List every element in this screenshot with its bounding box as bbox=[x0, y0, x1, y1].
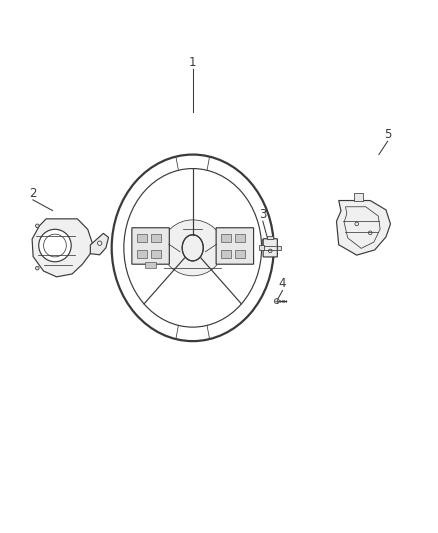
Bar bbox=[221, 250, 231, 257]
Circle shape bbox=[35, 224, 39, 228]
Bar bbox=[137, 235, 147, 242]
FancyBboxPatch shape bbox=[132, 228, 170, 264]
Bar bbox=[267, 236, 273, 239]
Circle shape bbox=[39, 229, 71, 262]
Bar bbox=[145, 262, 156, 268]
Circle shape bbox=[274, 298, 279, 304]
Bar bbox=[235, 250, 245, 257]
Text: 4: 4 bbox=[279, 278, 286, 290]
Bar bbox=[151, 250, 161, 257]
Bar bbox=[137, 250, 147, 257]
Bar bbox=[259, 245, 264, 251]
Bar bbox=[151, 235, 161, 242]
Polygon shape bbox=[32, 219, 93, 277]
Text: 2: 2 bbox=[29, 187, 37, 200]
Bar bbox=[277, 246, 281, 250]
Text: 5: 5 bbox=[384, 128, 391, 141]
Circle shape bbox=[35, 266, 39, 270]
Polygon shape bbox=[336, 200, 391, 255]
Text: 1: 1 bbox=[189, 56, 197, 69]
Bar bbox=[221, 235, 231, 242]
FancyBboxPatch shape bbox=[263, 239, 277, 257]
Polygon shape bbox=[354, 193, 364, 200]
Text: 3: 3 bbox=[259, 208, 266, 221]
Ellipse shape bbox=[162, 220, 223, 276]
FancyBboxPatch shape bbox=[216, 228, 254, 264]
FancyBboxPatch shape bbox=[262, 240, 268, 247]
Polygon shape bbox=[90, 233, 109, 255]
Bar bbox=[235, 235, 245, 242]
